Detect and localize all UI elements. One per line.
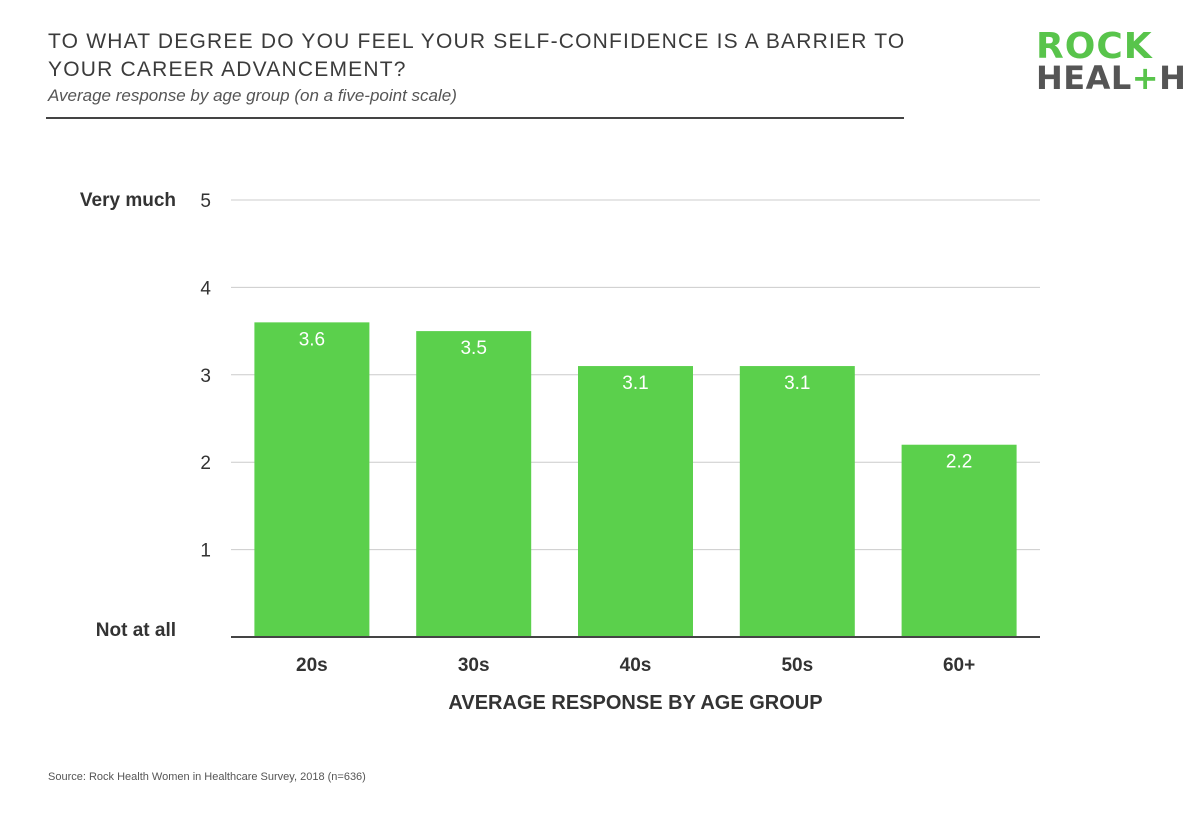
rock-health-logo: ROCK HEAL+H — [1036, 26, 1186, 95]
bar-value-label: 3.5 — [460, 338, 486, 359]
chart-title: TO WHAT DEGREE DO YOU FEEL YOUR SELF-CON… — [48, 30, 906, 81]
bar-chart: 1 2 3 4 5 Very much Not at all 3.6 20s 3.5 30s 3.1 4… — [80, 190, 1040, 714]
y-tick-label: 3 — [200, 366, 211, 387]
bar-value-label: 2.2 — [946, 452, 972, 473]
bar-value-label: 3.6 — [299, 329, 325, 350]
x-tick-label: 20s — [296, 655, 328, 676]
bar-value-label: 3.1 — [784, 373, 810, 394]
source-note: Source: Rock Health Women in Healthcare … — [48, 771, 366, 783]
y-scale-label: Very much — [80, 190, 176, 211]
bar — [901, 444, 1017, 637]
x-axis-title: AVERAGE RESPONSE BY AGE GROUP — [448, 692, 822, 714]
title-divider — [46, 117, 904, 119]
logo-line-1: ROCK — [1036, 26, 1153, 67]
bar — [254, 322, 370, 637]
y-tick-label: 1 — [200, 541, 211, 562]
bar-value-label: 3.1 — [622, 373, 648, 394]
logo-text-a: HEAL — [1036, 59, 1132, 97]
y-tick-label: 2 — [200, 453, 211, 474]
y-tick-label: 4 — [200, 278, 211, 299]
logo-text-b: H — [1159, 59, 1187, 97]
x-tick-label: 50s — [781, 655, 813, 676]
bar — [739, 366, 855, 637]
y-scale-label: Not at all — [96, 620, 176, 641]
x-tick-label: 30s — [458, 655, 490, 676]
logo-line-2: HEAL+H — [1036, 62, 1186, 94]
bar — [416, 331, 532, 637]
x-tick-label: 40s — [620, 655, 652, 676]
chart-subtitle: Average response by age group (on a five… — [48, 86, 457, 105]
bar — [578, 366, 693, 637]
y-tick-label: 5 — [200, 191, 211, 212]
logo-plus-icon: + — [1131, 59, 1160, 97]
x-tick-label: 60+ — [943, 655, 975, 676]
